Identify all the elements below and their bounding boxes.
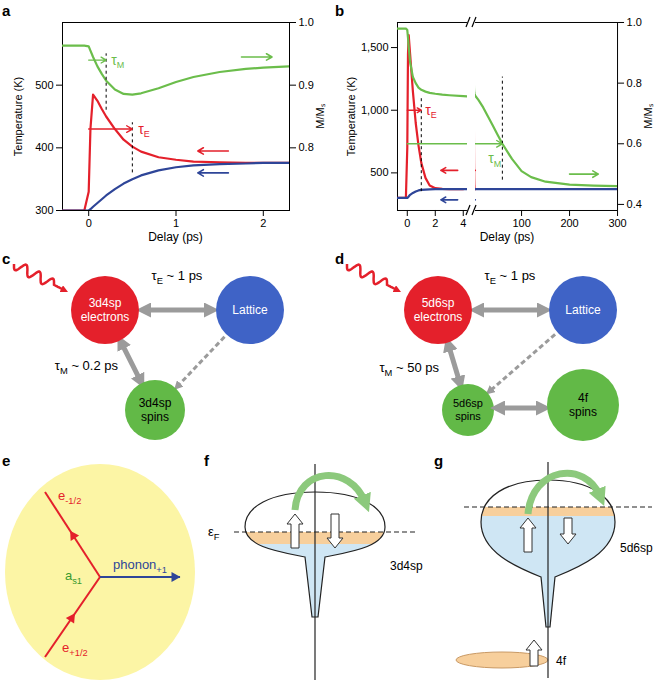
svg-text:300: 300 <box>608 217 626 229</box>
svg-text:e+1/2: e+1/2 <box>62 640 88 658</box>
html-text:g: g <box>434 452 444 469</box>
svg-text:3d4sp: 3d4sp <box>390 559 423 573</box>
svg-text:5d6sp: 5d6sp <box>620 541 653 555</box>
svg-text:2: 2 <box>432 217 438 229</box>
html-text:d: d <box>335 250 345 267</box>
svg-text:500: 500 <box>370 166 388 178</box>
svg-text:M/Mₛ: M/Mₛ <box>314 103 326 128</box>
svg-text:Temperature (K): Temperature (K) <box>345 77 357 156</box>
svg-text:spins: spins <box>141 410 169 424</box>
svg-text:4f: 4f <box>556 654 567 668</box>
svg-text:e-1/2: e-1/2 <box>58 488 81 506</box>
svg-text:Temperature (K): Temperature (K) <box>12 77 24 156</box>
svg-text:0.6: 0.6 <box>626 137 641 149</box>
svg-text:1.0: 1.0 <box>626 16 641 28</box>
svg-text:1,500: 1,500 <box>361 41 389 53</box>
html-text:c: c <box>2 250 11 267</box>
svg-text:E: E <box>431 110 437 120</box>
svg-text:0.9: 0.9 <box>299 79 314 91</box>
svg-text:3d4sp: 3d4sp <box>89 296 122 310</box>
svg-text:Lattice: Lattice <box>232 303 268 317</box>
svg-text:M: M <box>494 159 501 169</box>
svg-text:τE ~ 1 ps: τE ~ 1 ps <box>485 268 536 286</box>
svg-text:M/Mₛ: M/Mₛ <box>641 103 653 128</box>
html-text:f: f <box>204 452 209 469</box>
svg-text:electrons: electrons <box>81 310 130 324</box>
svg-text:1: 1 <box>173 217 179 229</box>
svg-text:100: 100 <box>512 217 530 229</box>
svg-text:5d6sp: 5d6sp <box>453 397 483 409</box>
svg-text:Lattice: Lattice <box>565 303 601 317</box>
html-text:b: b <box>335 2 345 19</box>
html-text:a: a <box>2 2 11 19</box>
svg-text:300: 300 <box>35 204 53 216</box>
svg-text:τ: τ <box>138 120 144 137</box>
svg-text:spins: spins <box>569 405 597 419</box>
svg-text:0.8: 0.8 <box>626 77 641 89</box>
html-text:e: e <box>2 452 11 469</box>
svg-text:τM ~ 50 ps: τM ~ 50 ps <box>379 360 439 378</box>
svg-text:5d6sp: 5d6sp <box>422 296 455 310</box>
svg-text:τ: τ <box>425 101 431 118</box>
svg-text:electrons: electrons <box>414 310 463 324</box>
svg-text:0: 0 <box>404 217 410 229</box>
svg-text:2: 2 <box>260 217 266 229</box>
html-text:Delay (ps): Delay (ps) <box>148 230 203 244</box>
svg-text:0.4: 0.4 <box>626 198 641 210</box>
svg-text:1,000: 1,000 <box>361 104 389 116</box>
svg-text:0: 0 <box>86 217 92 229</box>
svg-text:τ: τ <box>488 150 494 167</box>
svg-text:500: 500 <box>35 79 53 91</box>
svg-text:τE ~ 1 ps: τE ~ 1 ps <box>152 268 203 286</box>
svg-text:spins: spins <box>455 410 481 422</box>
svg-text:M: M <box>117 60 125 70</box>
svg-text:4: 4 <box>460 217 466 229</box>
svg-text:0.8: 0.8 <box>299 141 314 153</box>
svg-text:εF: εF <box>208 524 220 542</box>
svg-text:400: 400 <box>35 141 53 153</box>
svg-text:3d4sp: 3d4sp <box>139 396 172 410</box>
svg-text:as1: as1 <box>65 568 82 586</box>
svg-text:phonon+1: phonon+1 <box>113 557 167 575</box>
svg-text:τM ~ 0.2 ps: τM ~ 0.2 ps <box>55 358 119 376</box>
html-text:Delay (ps): Delay (ps) <box>479 230 535 244</box>
svg-text:4f: 4f <box>578 391 589 405</box>
svg-text:E: E <box>144 129 150 139</box>
svg-text:200: 200 <box>560 217 578 229</box>
svg-text:τ: τ <box>111 51 117 68</box>
svg-text:1.0: 1.0 <box>299 16 314 28</box>
